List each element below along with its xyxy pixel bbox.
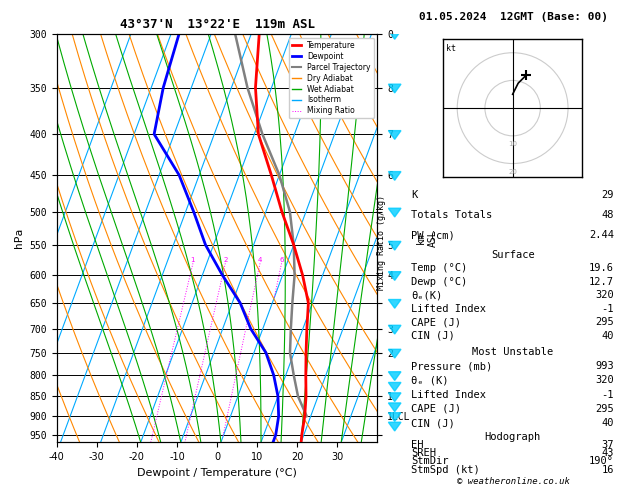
Polygon shape [388,422,401,431]
Text: CIN (J): CIN (J) [411,418,455,428]
Text: 2: 2 [223,258,228,263]
Text: EH: EH [411,440,424,450]
Text: Surface: Surface [491,250,535,260]
Text: 20: 20 [508,169,517,175]
Polygon shape [388,172,401,180]
Text: CAPE (J): CAPE (J) [411,317,461,328]
Text: Lifted Index: Lifted Index [411,304,486,314]
Legend: Temperature, Dewpoint, Parcel Trajectory, Dry Adiabat, Wet Adiabat, Isotherm, Mi: Temperature, Dewpoint, Parcel Trajectory… [289,38,374,119]
Text: Most Unstable: Most Unstable [472,347,554,357]
Text: 40: 40 [601,331,614,341]
Text: CIN (J): CIN (J) [411,331,455,341]
Text: kt: kt [446,44,456,53]
Title: 43°37'N  13°22'E  119m ASL: 43°37'N 13°22'E 119m ASL [120,18,314,32]
Text: Lifted Index: Lifted Index [411,390,486,399]
Text: Hodograph: Hodograph [484,432,541,442]
Text: -1: -1 [601,390,614,399]
Polygon shape [388,403,401,412]
Text: 40: 40 [601,418,614,428]
Text: StmSpd (kt): StmSpd (kt) [411,465,480,475]
X-axis label: Dewpoint / Temperature (°C): Dewpoint / Temperature (°C) [137,468,297,478]
Polygon shape [388,299,401,308]
Polygon shape [388,131,401,139]
Polygon shape [388,325,401,334]
Text: 320: 320 [595,290,614,300]
Text: θₑ(K): θₑ(K) [411,290,443,300]
Text: 43: 43 [601,448,614,458]
Text: Mixing Ratio (g/kg): Mixing Ratio (g/kg) [377,195,386,291]
Text: 190°: 190° [589,456,614,467]
Text: θₑ (K): θₑ (K) [411,376,449,385]
Polygon shape [388,208,401,217]
Y-axis label: hPa: hPa [14,228,24,248]
Text: CAPE (J): CAPE (J) [411,404,461,414]
Text: 48: 48 [601,210,614,220]
Text: 10: 10 [508,141,517,147]
Text: © weatheronline.co.uk: © weatheronline.co.uk [457,477,571,486]
Text: 295: 295 [595,404,614,414]
Text: 6: 6 [279,258,284,263]
Text: 4: 4 [258,258,262,263]
Text: SREH: SREH [411,448,437,458]
Text: 2.44: 2.44 [589,230,614,240]
Text: StmDir: StmDir [411,456,449,467]
Y-axis label: km
ASL: km ASL [416,229,438,247]
Polygon shape [388,31,401,39]
Polygon shape [388,393,401,401]
Polygon shape [388,372,401,381]
Text: Pressure (mb): Pressure (mb) [411,361,493,371]
Text: 1: 1 [191,258,195,263]
Polygon shape [388,242,401,250]
Text: 19.6: 19.6 [589,263,614,273]
Polygon shape [388,84,401,93]
Text: 01.05.2024  12GMT (Base: 00): 01.05.2024 12GMT (Base: 00) [420,13,608,22]
Text: -1: -1 [601,304,614,314]
Text: 295: 295 [595,317,614,328]
Polygon shape [388,413,401,421]
Polygon shape [388,382,401,391]
Text: 993: 993 [595,361,614,371]
Text: 29: 29 [601,190,614,200]
Text: Temp (°C): Temp (°C) [411,263,467,273]
Text: Totals Totals: Totals Totals [411,210,493,220]
Text: 320: 320 [595,376,614,385]
Text: 16: 16 [601,465,614,475]
Polygon shape [388,272,401,280]
Text: 12.7: 12.7 [589,277,614,287]
Polygon shape [388,349,401,358]
Text: PW (cm): PW (cm) [411,230,455,240]
Text: 37: 37 [601,440,614,450]
Text: Dewp (°C): Dewp (°C) [411,277,467,287]
Text: K: K [411,190,418,200]
